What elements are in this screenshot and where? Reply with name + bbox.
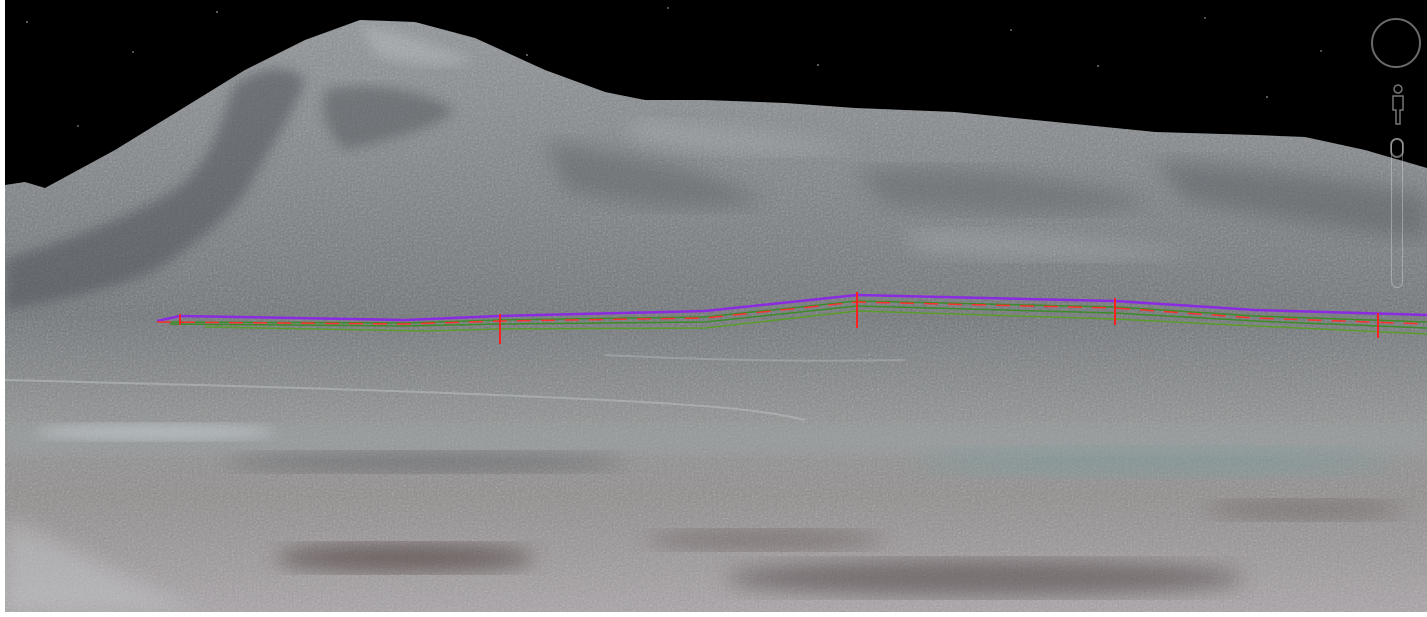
fence-red-dashes — [156, 301, 1427, 325]
stars — [26, 7, 1322, 127]
mountain-highlights — [360, 25, 1205, 261]
compass-icon[interactable] — [1371, 18, 1421, 68]
terrain-3d-scene[interactable] — [5, 0, 1427, 612]
navigation-controls — [1367, 0, 1427, 300]
fence-guide-line-1 — [156, 300, 1427, 324]
fence-overlay — [156, 292, 1427, 344]
terrain-canvas[interactable] — [5, 0, 1427, 612]
zoom-slider-track[interactable] — [1391, 138, 1403, 288]
fence-top-line — [156, 293, 1427, 323]
fence-guide-line-2 — [169, 305, 1427, 329]
plain-features — [5, 354, 1427, 612]
pegman-icon[interactable] — [1389, 84, 1407, 130]
fence-guide-line-3 — [204, 310, 1427, 335]
zoom-slider-handle-icon[interactable] — [1390, 138, 1404, 158]
fence-posts — [179, 292, 1379, 344]
mountain-shading — [5, 68, 1427, 310]
